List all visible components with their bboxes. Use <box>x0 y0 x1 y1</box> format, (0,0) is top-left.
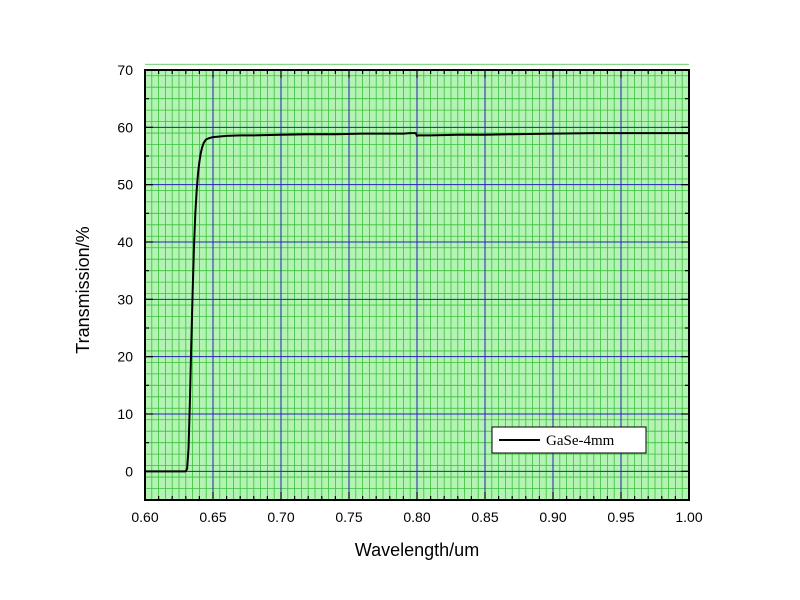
y-tick-label: 30 <box>117 291 133 307</box>
x-tick-label: 1.00 <box>675 509 702 525</box>
x-tick-labels: 0.60 0.65 0.70 0.75 0.80 0.85 0.90 0.95 1.00 <box>131 509 702 525</box>
x-axis-title: Wavelength/um <box>355 540 479 560</box>
x-tick-label: 0.65 <box>199 509 226 525</box>
x-tick-label: 0.75 <box>335 509 362 525</box>
legend-label: GaSe-4mm <box>546 433 615 449</box>
x-tick-label: 0.95 <box>607 509 634 525</box>
y-tick-label: 10 <box>117 406 133 422</box>
x-tick-label: 0.80 <box>403 509 430 525</box>
series-line-gase-4mm <box>145 132 689 473</box>
x-tick-label: 0.70 <box>267 509 294 525</box>
y-tick-labels: 0 10 20 30 40 50 60 70 <box>117 62 133 479</box>
ticks <box>144 69 690 501</box>
y-tick-label: 60 <box>117 119 133 135</box>
y-tick-label: 50 <box>117 177 133 193</box>
y-tick-label: 40 <box>117 234 133 250</box>
y-tick-label: 20 <box>117 349 133 365</box>
x-tick-label: 0.85 <box>471 509 498 525</box>
legend: GaSe-4mm <box>491 426 647 454</box>
x-tick-label: 0.90 <box>539 509 566 525</box>
y-tick-label: 0 <box>125 463 133 479</box>
series-layer <box>145 132 689 473</box>
y-tick-label: 70 <box>117 62 133 78</box>
x-tick-label: 0.60 <box>131 509 158 525</box>
y-axis-title: Transmission/% <box>73 226 93 353</box>
